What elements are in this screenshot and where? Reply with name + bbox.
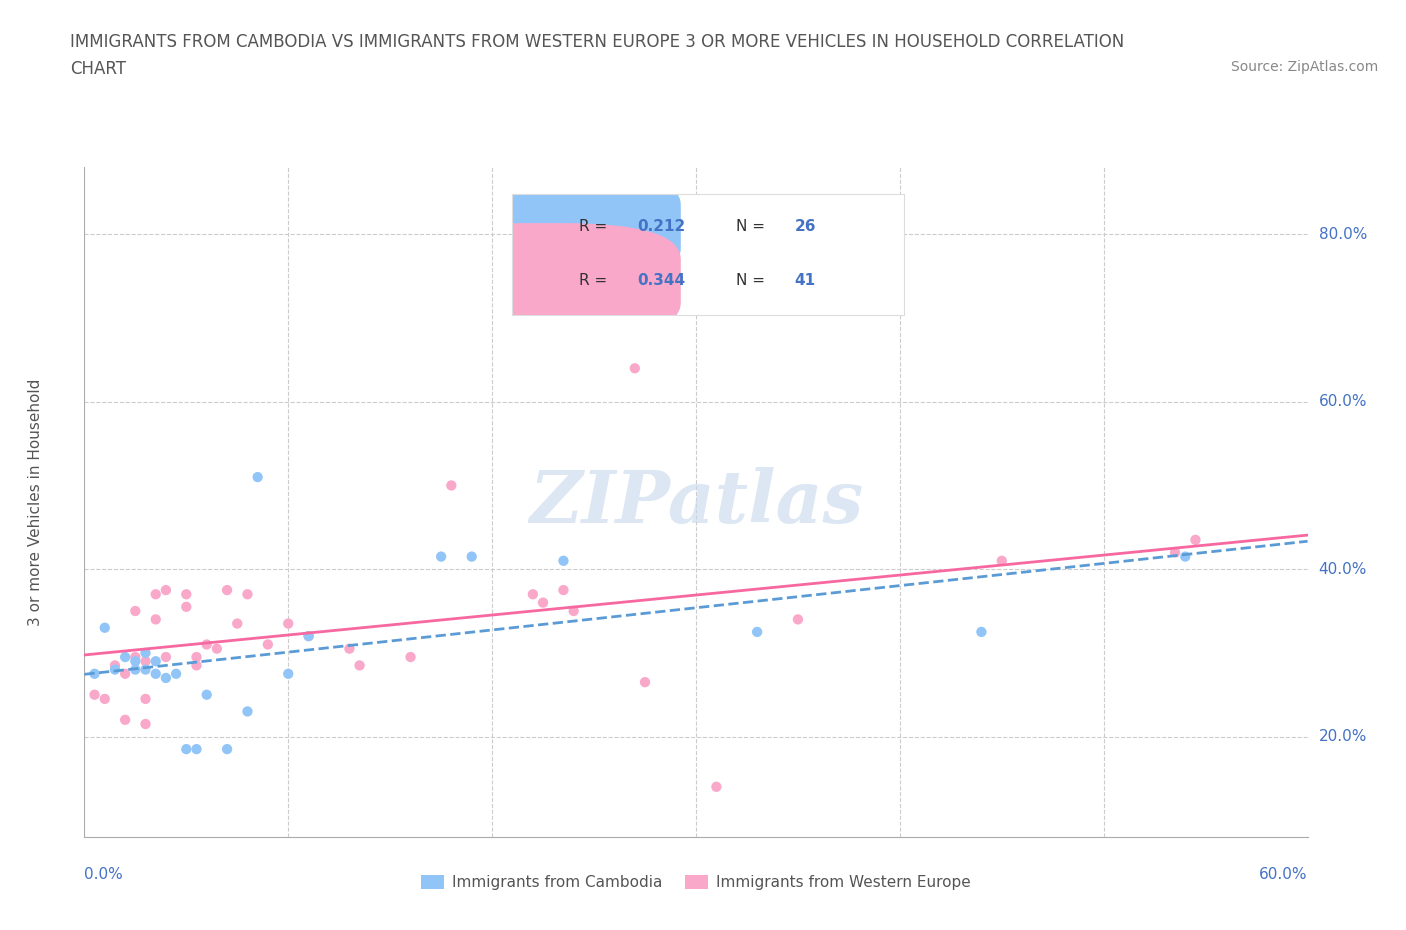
Point	[155, 582, 177, 598]
Point	[1184, 532, 1206, 547]
Point	[174, 600, 197, 615]
Point	[83, 666, 105, 681]
Point	[174, 742, 197, 757]
Point	[114, 712, 136, 727]
Point	[195, 637, 218, 652]
Text: 0.0%: 0.0%	[84, 867, 124, 883]
Point	[83, 687, 105, 702]
Point	[174, 587, 197, 602]
Point	[124, 662, 146, 677]
Point	[246, 470, 269, 485]
Point	[114, 650, 136, 665]
Point	[704, 779, 728, 794]
Point	[257, 637, 280, 652]
Point	[217, 742, 239, 757]
Point	[236, 587, 259, 602]
Text: 60.0%: 60.0%	[1260, 867, 1308, 883]
Point	[461, 549, 484, 564]
Point	[522, 587, 544, 602]
Point	[124, 604, 146, 618]
Point	[145, 587, 167, 602]
Point	[186, 742, 208, 757]
Point	[124, 650, 146, 665]
Point	[135, 692, 157, 707]
Text: 20.0%: 20.0%	[1319, 729, 1367, 744]
Point	[135, 662, 157, 677]
Point	[553, 553, 575, 568]
Text: 80.0%: 80.0%	[1319, 227, 1367, 242]
Point	[553, 582, 575, 598]
Point	[93, 692, 115, 707]
Point	[135, 654, 157, 669]
Point	[93, 620, 115, 635]
Point	[624, 361, 647, 376]
Point	[747, 625, 769, 640]
Point	[349, 658, 371, 673]
Point	[298, 629, 321, 644]
Point	[186, 650, 208, 665]
Text: IMMIGRANTS FROM CAMBODIA VS IMMIGRANTS FROM WESTERN EUROPE 3 OR MORE VEHICLES IN: IMMIGRANTS FROM CAMBODIA VS IMMIGRANTS F…	[70, 33, 1125, 50]
Point	[145, 612, 167, 627]
Point	[186, 658, 208, 673]
Point	[1164, 545, 1187, 560]
Text: 3 or more Vehicles in Household: 3 or more Vehicles in Household	[28, 379, 44, 626]
Point	[217, 582, 239, 598]
Point	[236, 704, 259, 719]
Point	[205, 642, 228, 657]
Point	[155, 650, 177, 665]
Point	[145, 666, 167, 681]
Point	[970, 625, 993, 640]
Point	[226, 616, 249, 631]
Point	[562, 604, 585, 618]
Point	[165, 666, 187, 681]
Point	[440, 478, 463, 493]
Point	[195, 687, 218, 702]
Point	[104, 658, 127, 673]
Point	[114, 666, 136, 681]
Point	[135, 717, 157, 732]
Point	[531, 595, 554, 610]
Point	[430, 549, 453, 564]
Point	[124, 654, 146, 669]
Text: 40.0%: 40.0%	[1319, 562, 1367, 577]
Text: ZIPatlas: ZIPatlas	[529, 467, 863, 538]
Text: Source: ZipAtlas.com: Source: ZipAtlas.com	[1230, 60, 1378, 74]
Point	[104, 662, 127, 677]
Point	[991, 553, 1014, 568]
Point	[787, 612, 810, 627]
Point	[339, 642, 360, 657]
Point	[1174, 549, 1197, 564]
Point	[399, 650, 422, 665]
Point	[155, 671, 177, 685]
Text: CHART: CHART	[70, 60, 127, 78]
Text: 60.0%: 60.0%	[1319, 394, 1367, 409]
Point	[277, 666, 299, 681]
Point	[298, 629, 321, 644]
Legend: Immigrants from Cambodia, Immigrants from Western Europe: Immigrants from Cambodia, Immigrants fro…	[415, 869, 977, 897]
Point	[145, 654, 167, 669]
Point	[277, 616, 299, 631]
Point	[135, 645, 157, 660]
Point	[634, 675, 657, 690]
